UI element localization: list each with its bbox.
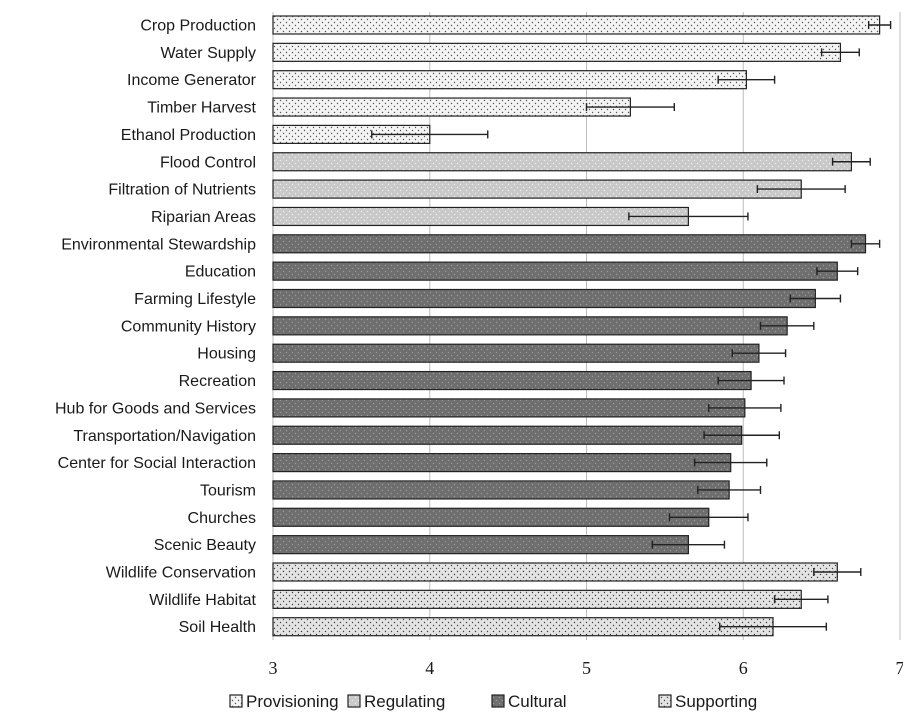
bar-water-supply <box>273 43 840 61</box>
bar-riparian-areas <box>273 207 688 225</box>
category-label: Crop Production <box>140 18 256 35</box>
category-label: Riparian Areas <box>151 209 256 226</box>
bar-flood-control <box>273 153 851 171</box>
bar-transportation-navigation <box>273 426 742 444</box>
bar-farming-lifestyle <box>273 290 815 308</box>
category-label: Farming Lifestyle <box>134 291 256 308</box>
category-label: Center for Social Interaction <box>58 455 256 472</box>
category-label: Wildlife Habitat <box>149 592 256 609</box>
x-tick-label: 3 <box>269 658 278 678</box>
category-label: Scenic Beauty <box>154 537 256 554</box>
legend: Provisioning Regulating Cultural Supporting <box>230 692 757 711</box>
legend-swatch <box>348 695 360 707</box>
category-label: Filtration of Nutrients <box>108 182 256 199</box>
bar-education <box>273 262 837 280</box>
bar-recreation <box>273 372 751 390</box>
category-label: Wildlife Conservation <box>106 565 256 582</box>
x-tick-label: 4 <box>425 658 434 678</box>
bar-scenic-beauty <box>273 536 688 554</box>
legend-label: Cultural <box>508 692 567 711</box>
category-label: Transportation/Navigation <box>73 428 256 445</box>
category-label: Flood Control <box>160 154 256 171</box>
legend-swatch <box>230 695 242 707</box>
category-label: Soil Health <box>179 619 256 636</box>
bar-hub-for-goods-and-services <box>273 399 745 417</box>
bar-environmental-stewardship <box>273 235 866 253</box>
category-label: Timber Harvest <box>147 100 256 117</box>
bar-soil-health <box>273 618 773 636</box>
category-label: Income Generator <box>127 72 257 89</box>
bar-crop-production <box>273 16 880 34</box>
legend-label: Provisioning <box>246 692 339 711</box>
bar-community-history <box>273 317 787 335</box>
category-label: Recreation <box>179 373 256 390</box>
x-tick-label: 5 <box>582 658 591 678</box>
legend-item-regulating: Regulating <box>348 692 445 711</box>
category-label: Tourism <box>200 482 256 499</box>
legend-label: Regulating <box>364 692 445 711</box>
legend-item-cultural: Cultural <box>492 692 567 711</box>
x-tick-label: 6 <box>739 658 748 678</box>
category-labels: Crop Production Water Supply Income Genera… <box>55 18 257 637</box>
bar-wildlife-habitat <box>273 590 801 608</box>
category-label: Environmental Stewardship <box>61 236 256 253</box>
category-label: Water Supply <box>161 45 256 62</box>
bar-center-for-social-interaction <box>273 454 731 472</box>
category-label: Housing <box>197 346 256 363</box>
bar-tourism <box>273 481 729 499</box>
bar-timber-harvest <box>273 98 630 116</box>
legend-label: Supporting <box>675 692 757 711</box>
category-label: Community History <box>121 318 256 335</box>
x-axis-ticks: 3 4 5 6 7 <box>269 658 903 678</box>
x-tick-label: 7 <box>896 658 903 678</box>
legend-swatch <box>659 695 671 707</box>
bar-income-generator <box>273 71 746 89</box>
category-label: Churches <box>188 510 256 527</box>
category-label: Hub for Goods and Services <box>55 400 256 417</box>
category-label: Ethanol Production <box>121 127 256 144</box>
bar-filtration-of-nutrients <box>273 180 801 198</box>
legend-item-supporting: Supporting <box>659 692 757 711</box>
category-label: Education <box>185 264 256 281</box>
bar-wildlife-conservation <box>273 563 837 581</box>
bar-housing <box>273 344 759 362</box>
legend-swatch <box>492 695 504 707</box>
bar-churches <box>273 508 709 526</box>
legend-item-provisioning: Provisioning <box>230 692 339 711</box>
